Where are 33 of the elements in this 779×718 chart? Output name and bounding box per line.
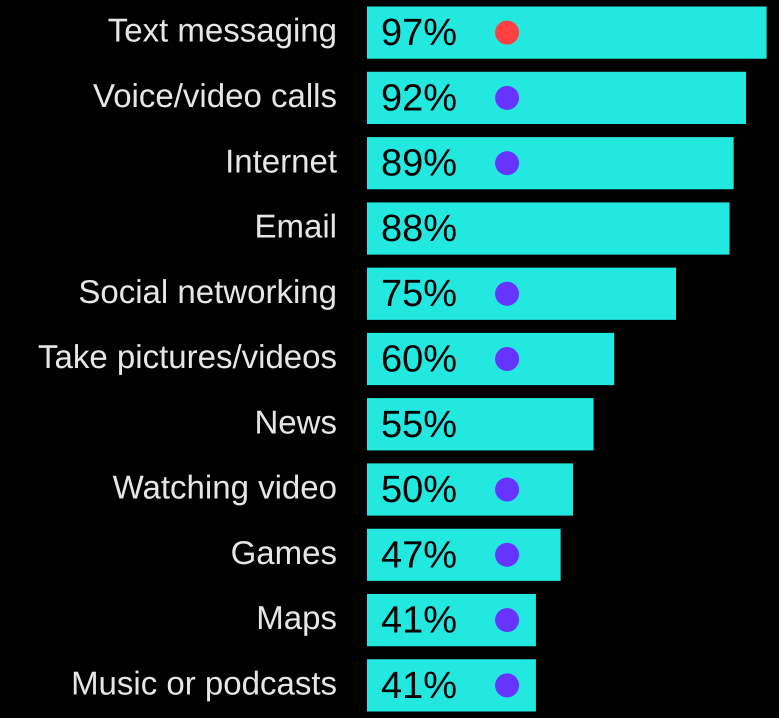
bar	[367, 202, 730, 255]
data-label: 89%	[381, 142, 458, 185]
y-tick-label: Email	[254, 208, 337, 245]
data-label: 60%	[381, 338, 458, 380]
y-tick-label: Social networking	[78, 272, 337, 310]
data-label: 75%	[381, 273, 458, 316]
y-tick-label: Text messaging	[108, 12, 337, 49]
bar	[367, 268, 676, 320]
bar	[367, 463, 573, 516]
data-label: 97%	[381, 12, 458, 54]
y-tick-label: Internet	[225, 142, 337, 180]
bar	[367, 332, 614, 386]
y-tick-label: Games	[230, 534, 337, 571]
y-tick-label: News	[254, 403, 337, 440]
bar	[367, 137, 734, 190]
bar	[367, 72, 746, 124]
data-label: 55%	[381, 404, 458, 446]
bar	[367, 528, 561, 581]
data-label: 41%	[381, 664, 458, 707]
y-tick-label: Watching video	[112, 468, 337, 506]
data-label: 47%	[381, 534, 458, 576]
data-label: 50%	[381, 469, 458, 512]
data-label: 41%	[381, 600, 458, 642]
data-label: 88%	[381, 208, 458, 250]
y-tick-label: Voice/video calls	[93, 77, 337, 114]
bar	[367, 594, 536, 646]
y-tick-label: Music or podcasts	[71, 664, 337, 702]
y-tick-label: Maps	[256, 599, 337, 636]
bar	[367, 6, 767, 59]
y-tick-label: Take pictures/videos	[38, 338, 337, 376]
data-label: 92%	[381, 77, 458, 120]
bar	[367, 659, 536, 712]
bar	[367, 398, 594, 450]
